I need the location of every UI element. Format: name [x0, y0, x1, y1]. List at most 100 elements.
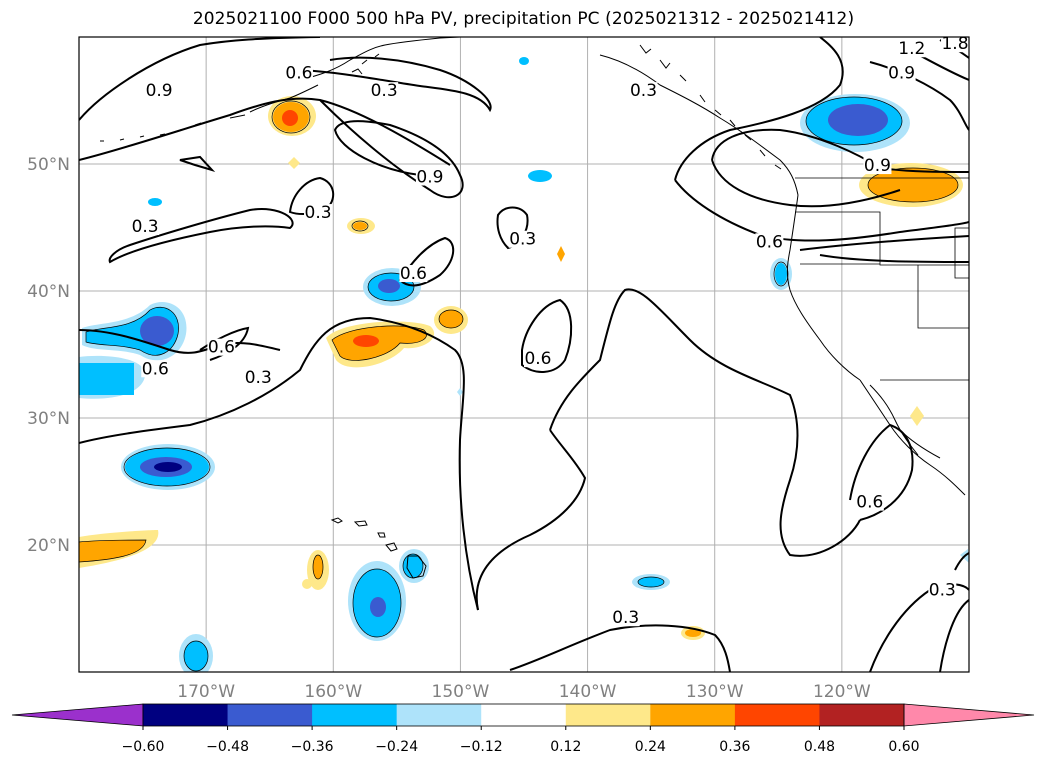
precip-blob [154, 462, 182, 472]
pv-contour [79, 97, 451, 166]
contour-label: 0.6 [142, 359, 169, 379]
contour-label: 0.9 [888, 63, 915, 83]
lon-tick-label: 160°W [304, 682, 362, 702]
precip-outlines [79, 96, 959, 672]
precip-blob [828, 104, 888, 136]
contour-label: 0.3 [630, 81, 657, 101]
contour-label-bg [611, 609, 640, 627]
contour-label: 0.9 [146, 81, 173, 101]
political-borders [795, 177, 969, 381]
precip-blob [378, 279, 400, 293]
precip-blob [685, 629, 701, 637]
lon-tick-label: 120°W [813, 682, 871, 702]
contour-labels: 0.6 0.3 0.9 0.3 1.2 0.9 1.8 0.9 0.3 0.3 0.9 0.3 0.6 0… [131, 37, 969, 628]
contour-label-bg [755, 233, 784, 251]
lon-tick-label: 140°W [559, 682, 617, 702]
contour-label-bg [131, 218, 160, 236]
contour-label-bg [284, 64, 313, 82]
precip-blob [148, 198, 162, 206]
precipitation-shading [79, 57, 969, 672]
chart-title: 2025021100 F000 500 hPa PV, precipitatio… [192, 9, 855, 29]
pv-contour [549, 288, 861, 557]
colorbar-tick-label: 0.24 [635, 739, 666, 755]
contour-label: 0.3 [509, 230, 536, 250]
contour-label: 0.9 [864, 156, 891, 176]
pv-contour [799, 235, 969, 251]
longitude-labels: 170°W 160°W 150°W 140°W 130°W 120°W [177, 682, 871, 702]
lon-tick-label: 150°W [432, 682, 490, 702]
colorbar-tick-label: −0.24 [375, 739, 418, 755]
precip-blob [910, 406, 924, 426]
coastlines [100, 37, 966, 579]
colorbar-segment [734, 704, 820, 726]
pv-contour [674, 179, 969, 242]
precip-blob [184, 641, 208, 671]
colorbar-tick-label: 0.48 [804, 739, 835, 755]
pv-contours [79, 37, 969, 672]
pv-contour [819, 254, 969, 263]
pv-contour [869, 583, 969, 672]
precip-blob [519, 57, 529, 65]
precip-blob [353, 222, 367, 230]
colorbar-segment [650, 704, 736, 726]
contour-label-bg [941, 37, 969, 53]
colorbar-frame [142, 703, 905, 727]
contour-label: 0.6 [756, 232, 783, 252]
lat-tick-label: 20°N [27, 536, 70, 556]
pv-contour [108, 208, 294, 264]
colorbar: −0.60 −0.48 −0.36 −0.24 −0.12 0.12 0.24 0.36 0.4… [11, 703, 1035, 755]
contour-label: 1.2 [898, 39, 925, 59]
lon-tick-label: 170°W [177, 682, 235, 702]
contour-label: 0.3 [371, 81, 398, 101]
precip-blob [140, 316, 174, 346]
colorbar-segment [143, 704, 229, 726]
contour-label-bg [244, 369, 273, 387]
contour-label-bg [523, 350, 552, 368]
precip-blob [302, 579, 312, 589]
contour-label: 0.6 [400, 264, 427, 284]
colorbar-segment [312, 704, 398, 726]
colorbar-tick-label: −0.48 [206, 739, 249, 755]
pv-contour [939, 599, 969, 672]
precip-blob [79, 363, 134, 395]
contour-label-bg [399, 265, 428, 283]
pv-contour [79, 37, 321, 121]
lon-tick-label: 130°W [686, 682, 744, 702]
pv-contour [475, 429, 587, 611]
map-frame [78, 36, 970, 673]
pv-contour [711, 128, 969, 173]
contour-label-bg [855, 493, 884, 511]
pv-contour [509, 624, 731, 672]
precip-blob [557, 246, 565, 262]
colorbar-extend-min [11, 703, 144, 727]
pv-contour [79, 329, 281, 354]
contour-label: 0.3 [612, 608, 639, 628]
contour-label: 0.6 [856, 493, 883, 513]
precip-blob [528, 170, 552, 182]
pv-contour [299, 56, 492, 113]
contour-label: 0.6 [524, 349, 551, 369]
pv-contour [398, 236, 455, 287]
contour-label-bg [928, 581, 957, 599]
colorbar-tick-label: −0.60 [122, 739, 165, 755]
colorbar-segment [227, 704, 313, 726]
latitude-labels: 20°N 30°N 40°N 50°N [27, 155, 70, 556]
colorbar-tick-label: −0.12 [460, 739, 503, 755]
lat-tick-label: 40°N [27, 282, 70, 302]
contour-label-bg [370, 82, 399, 100]
contour-label-bg [304, 204, 333, 222]
pv-contour [319, 99, 464, 199]
precip-blob [353, 335, 379, 347]
precip-blob [79, 540, 146, 562]
colorbar-tick-label: 0.36 [719, 739, 750, 755]
colorbar-segment [481, 704, 567, 726]
contour-label: 0.6 [285, 63, 312, 83]
pv-contour [849, 423, 914, 521]
colorbar-segment [819, 704, 905, 726]
precip-blob [439, 310, 463, 328]
precip-blob [288, 157, 300, 169]
precip-blob [282, 110, 298, 126]
contour-label: 0.3 [132, 217, 159, 237]
contour-label: 0.3 [245, 368, 272, 388]
